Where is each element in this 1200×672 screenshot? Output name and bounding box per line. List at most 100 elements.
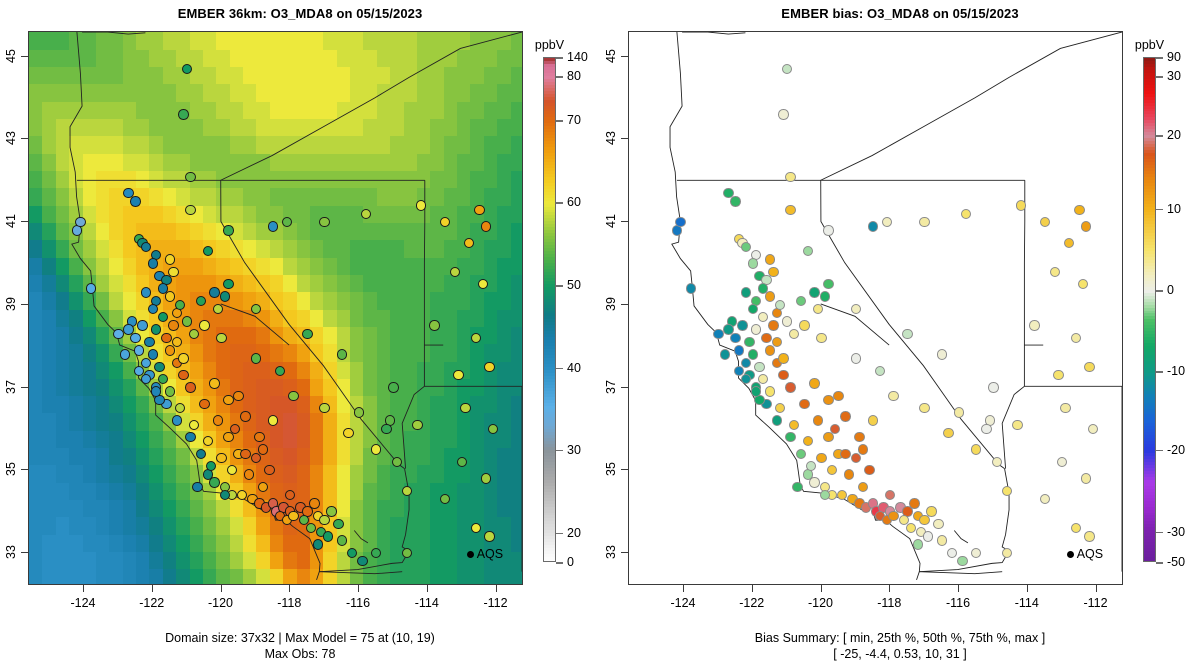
raster-cell [82,101,97,120]
colorbar-tick [556,202,563,204]
raster-cell [136,135,150,154]
colorbar-segment [1144,352,1155,356]
raster-cell [416,378,431,397]
station-marker [864,465,875,476]
colorbar-segment [1144,557,1155,561]
raster-cell [443,101,458,120]
raster-cell [323,378,338,397]
raster-cell [176,118,191,137]
raster-cell [323,412,338,431]
colorbar-segment [544,396,555,401]
colorbar-segment [1144,527,1155,531]
raster-cell [296,291,311,310]
raster-cell [350,32,365,50]
raster-cell [497,378,512,397]
station-marker [850,452,862,464]
raster-cell [283,551,298,570]
raster-cell [55,49,70,68]
raster-cell [430,568,445,584]
raster-cell [29,308,43,327]
colorbar-segment [1144,322,1155,327]
raster-cell [430,430,445,449]
station-marker [685,283,697,294]
station-marker [1039,493,1051,505]
raster-cell [497,118,512,137]
colorbar-segment [544,191,555,196]
raster-cell [497,66,512,85]
colorbar-segment [544,378,555,383]
station-marker [960,208,972,220]
raster-cell [350,482,365,501]
colorbar-segment [1144,485,1155,490]
station-marker [740,357,752,368]
raster-cell [430,66,445,85]
station-marker [216,332,227,344]
raster-cell [430,378,445,397]
raster-cell [283,118,298,137]
station-marker [850,353,862,364]
colorbar-segment [1144,524,1155,529]
raster-cell [189,49,204,68]
colorbar-segment [544,393,555,398]
raster-cell [443,66,458,85]
map-canvas-model: AQS [29,32,522,584]
station-marker [733,365,745,377]
colorbar-segment [544,286,555,291]
station-marker [250,452,262,464]
raster-cell [256,66,271,85]
colorbar-segment [544,304,555,309]
station-marker [905,522,917,534]
x-tick-label: -122 [139,596,165,610]
raster-cell [457,291,472,310]
raster-cell [443,118,458,137]
raster-cell [296,360,311,379]
raster-cell [296,308,311,327]
colorbar-segment [544,230,555,234]
station-marker [388,382,399,393]
raster-cell [430,464,445,483]
raster-cell [109,49,124,68]
raster-cell [69,257,84,275]
raster-cell [336,135,351,154]
colorbar-segment [1144,135,1155,139]
raster-cell [470,534,485,552]
raster-cell [363,274,378,293]
raster-cell [283,135,298,154]
raster-cell [136,568,150,584]
x-tick [495,585,497,592]
panel-model: EMBER 36km: O3_MDA8 on 05/15/2023 AQS -124… [4,6,523,661]
station-marker [130,332,141,344]
raster-cell [122,83,137,102]
raster-cell [42,135,57,154]
raster-cell [483,568,498,584]
colorbar-segment [544,485,555,490]
colorbar-segment [544,355,555,359]
raster-cell [363,257,378,275]
raster-cell [202,153,217,172]
raster-cell [336,326,351,345]
raster-cell [510,534,522,552]
raster-cell [42,499,57,518]
raster-cell [483,291,498,310]
raster-cell [323,101,338,120]
raster-cell [243,101,258,120]
station-marker [926,506,937,517]
colorbar-segment [544,429,555,433]
caption-line-2-bias: [ -25, -4.4, 0.53, 10, 31 ] [833,647,967,661]
raster-cell [403,239,418,258]
raster-cell [510,516,522,535]
raster-cell [243,205,258,223]
colorbar-segment [544,518,555,523]
colorbar-segment [544,60,555,65]
raster-cell [136,66,150,85]
raster-cell [336,447,351,466]
station-marker [874,365,886,377]
colorbar-segment [544,548,555,552]
raster-cell [497,395,512,414]
caption-line-1-bias: Bias Summary: [ min, 25th %, 50th %, 75t… [754,631,1046,645]
colorbar-segment [544,200,555,205]
station-marker [1070,332,1082,344]
raster-cell [483,83,498,102]
station-marker [195,448,207,459]
raster-cell [363,568,378,584]
